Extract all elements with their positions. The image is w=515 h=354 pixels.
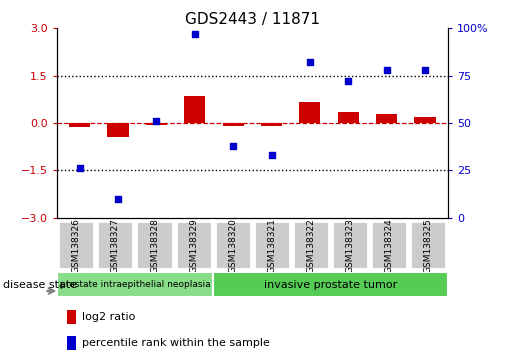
Point <box>306 59 314 65</box>
Bar <box>415 117 436 123</box>
Text: GSM138325: GSM138325 <box>424 218 433 273</box>
FancyBboxPatch shape <box>371 221 407 269</box>
Text: prostate intraepithelial neoplasia: prostate intraepithelial neoplasia <box>60 280 210 289</box>
Point <box>152 118 161 124</box>
Bar <box>184 96 205 123</box>
Text: GSM138326: GSM138326 <box>72 218 81 273</box>
FancyBboxPatch shape <box>254 221 290 269</box>
Text: disease state: disease state <box>3 280 77 290</box>
Point <box>229 143 237 149</box>
FancyBboxPatch shape <box>213 272 448 297</box>
Bar <box>338 112 359 123</box>
Bar <box>261 123 282 126</box>
Point <box>191 31 199 37</box>
FancyBboxPatch shape <box>215 221 251 269</box>
Point <box>267 152 276 158</box>
FancyBboxPatch shape <box>136 221 173 269</box>
Point <box>344 79 352 84</box>
FancyBboxPatch shape <box>58 221 94 269</box>
Text: GSM138322: GSM138322 <box>306 218 316 273</box>
Point <box>421 67 429 73</box>
Text: log2 ratio: log2 ratio <box>82 312 136 322</box>
Point <box>76 166 84 171</box>
Title: GDS2443 / 11871: GDS2443 / 11871 <box>185 12 320 27</box>
FancyBboxPatch shape <box>176 221 212 269</box>
Text: GSM138323: GSM138323 <box>346 218 355 273</box>
Text: GSM138329: GSM138329 <box>189 218 198 273</box>
Text: GSM138321: GSM138321 <box>267 218 277 273</box>
Text: GSM138328: GSM138328 <box>150 218 159 273</box>
FancyBboxPatch shape <box>57 272 213 297</box>
Text: invasive prostate tumor: invasive prostate tumor <box>264 280 397 290</box>
Text: GSM138327: GSM138327 <box>111 218 120 273</box>
Point <box>114 196 122 202</box>
Bar <box>299 103 320 123</box>
Text: GSM138324: GSM138324 <box>385 218 394 273</box>
FancyBboxPatch shape <box>97 221 133 269</box>
Bar <box>146 123 167 125</box>
Bar <box>69 123 90 127</box>
FancyBboxPatch shape <box>332 221 368 269</box>
Text: GSM138320: GSM138320 <box>228 218 237 273</box>
Text: percentile rank within the sample: percentile rank within the sample <box>82 338 270 348</box>
FancyBboxPatch shape <box>293 221 329 269</box>
Bar <box>376 114 397 123</box>
FancyBboxPatch shape <box>410 221 447 269</box>
Bar <box>108 123 129 137</box>
Point <box>383 67 391 73</box>
Bar <box>222 123 244 126</box>
